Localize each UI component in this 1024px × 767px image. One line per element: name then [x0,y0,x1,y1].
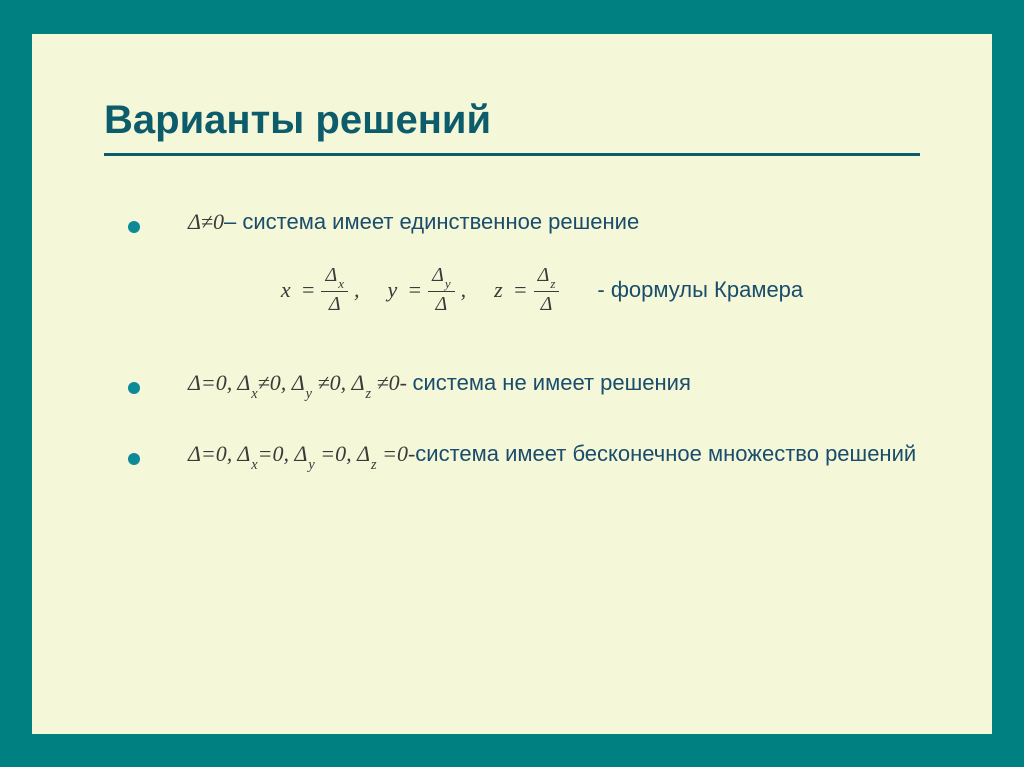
variable: x [281,277,291,303]
fraction: Δy Δ [428,265,455,315]
bullet-icon [128,453,140,465]
bullet-icon [128,221,140,233]
numerator: Δy [428,265,455,292]
denominator: Δ [432,292,452,315]
numerator: Δz [534,265,560,292]
statement-text: система имеет бесконечное множество реше… [415,441,916,466]
numerator: Δx [321,265,348,292]
bullet-icon [128,382,140,394]
separator: , [461,277,467,303]
bullet-item: Δ≠0– система имеет единственное решение [128,206,920,238]
fraction: Δz Δ [534,265,560,315]
bullet-text: Δ=0, Δx=0, Δy =0, Δz =0-система имеет бе… [188,438,916,473]
condition-text: Δ=0, Δx≠0, Δy ≠0, Δz ≠0- [188,370,412,395]
equals-sign: = [407,277,422,303]
separator: , [354,277,360,303]
bullet-text: Δ≠0– система имеет единственное решение [188,206,639,238]
formula-x: x = Δx Δ , [281,265,360,315]
statement-text: система не имеет решения [412,370,690,395]
title-underline [104,153,920,156]
bullet-text: Δ=0, Δx≠0, Δy ≠0, Δz ≠0- система не имее… [188,367,691,402]
formulas-caption: - формулы Крамера [597,277,803,303]
condition-text: Δ=0, Δx=0, Δy =0, Δz =0- [188,441,415,466]
formula-z: z = Δz Δ [494,265,559,315]
variable: z [494,277,503,303]
slide: Варианты решений Δ≠0– система имеет един… [32,34,992,734]
variable: y [387,277,397,303]
equals-sign: = [513,277,528,303]
formulas-row: x = Δx Δ , y = Δy Δ , z = Δz Δ - формул [104,265,920,315]
bullet-item: Δ=0, Δx=0, Δy =0, Δz =0-система имеет бе… [128,438,920,473]
equals-sign: = [301,277,316,303]
bullet-item: Δ=0, Δx≠0, Δy ≠0, Δz ≠0- система не имее… [128,367,920,402]
denominator: Δ [537,292,557,315]
formula-y: y = Δy Δ , [387,265,466,315]
denominator: Δ [325,292,345,315]
fraction: Δx Δ [321,265,348,315]
condition-text: Δ≠0 [188,209,224,234]
slide-title: Варианты решений [104,98,920,143]
statement-text: – система имеет единственное решение [224,209,639,234]
